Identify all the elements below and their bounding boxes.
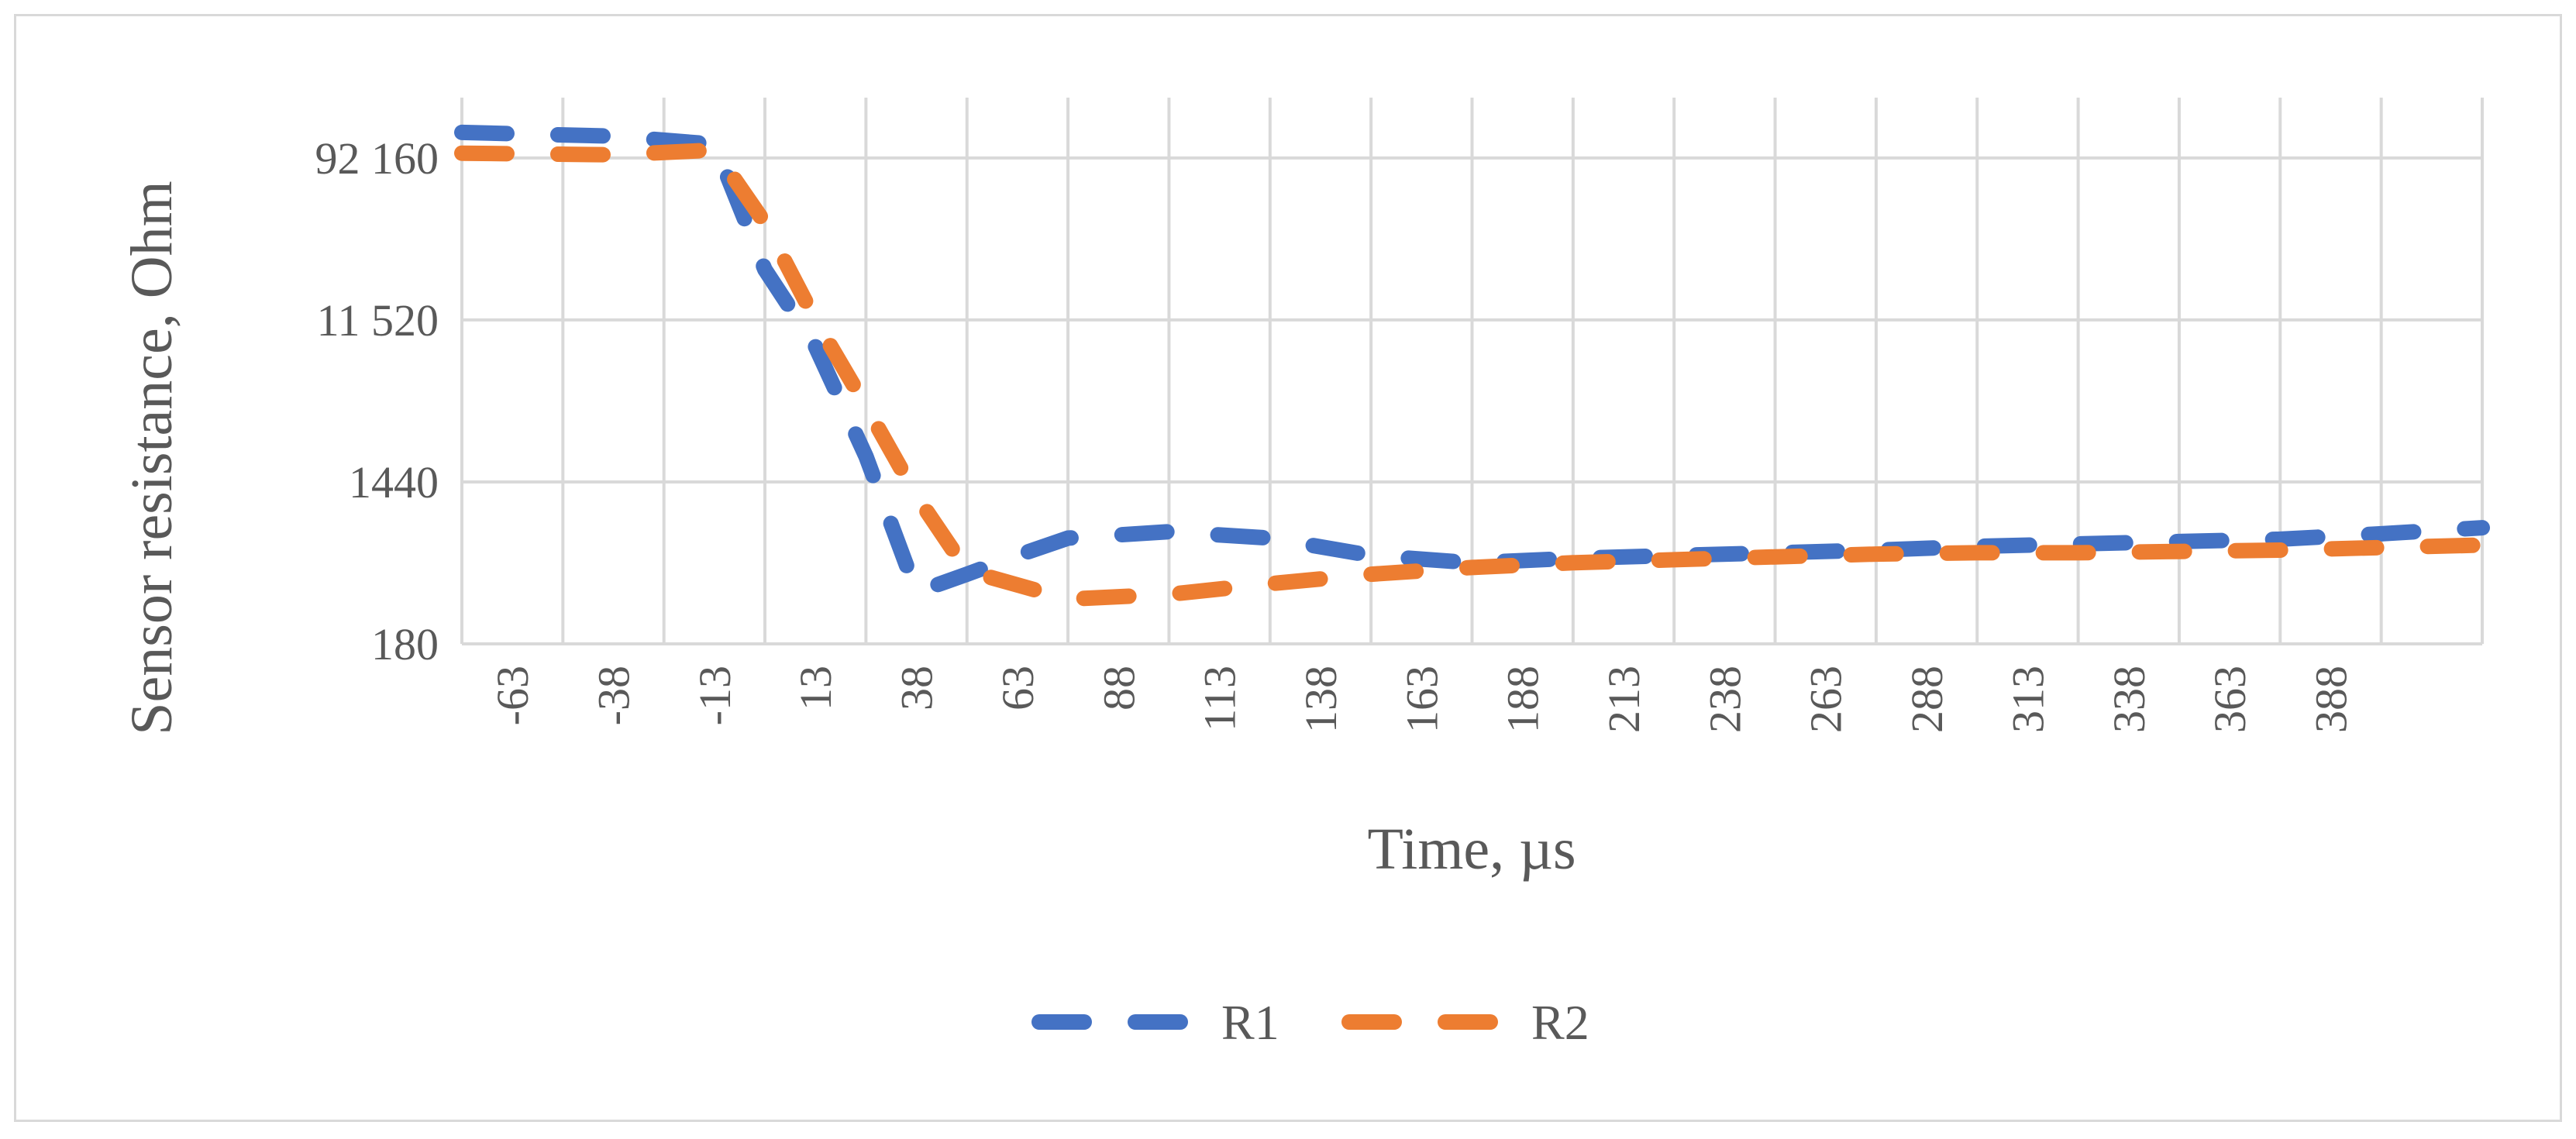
- x-tick-label: 188: [1498, 666, 1548, 733]
- x-tick-label: 388: [2306, 666, 2356, 733]
- y-tick-label: 11 520: [317, 295, 439, 346]
- legend-item-r2: R2: [1341, 995, 1589, 1050]
- x-tick-label: 263: [1801, 666, 1851, 733]
- x-tick-label: 313: [2003, 666, 2053, 733]
- x-tick-label: 88: [1093, 666, 1144, 711]
- x-tick-label: 163: [1396, 666, 1447, 733]
- x-tick-label: 63: [993, 666, 1043, 711]
- legend-label-r2: R2: [1531, 995, 1589, 1050]
- x-tick-label: 238: [1700, 666, 1750, 733]
- x-tick-label: -38: [589, 666, 639, 725]
- x-tick-label: 338: [2104, 666, 2154, 733]
- x-tick-label: -13: [690, 666, 740, 725]
- legend-label-r1: R1: [1221, 995, 1279, 1050]
- x-tick-label: 138: [1296, 666, 1346, 733]
- y-tick-label: 92 160: [315, 133, 439, 184]
- y-axis-ticks: 180 1440 11 520 92 160: [315, 133, 439, 669]
- y-tick-label: 180: [371, 619, 439, 669]
- x-tick-label: 213: [1599, 666, 1649, 733]
- series-line-r1: [454, 124, 2490, 600]
- series-line-r2: [454, 142, 2490, 607]
- x-tick-label: 363: [2205, 666, 2255, 733]
- line-chart: 180 1440 11 520 92 160 -63 -38 -13 13 38 63 88 113…: [119, 98, 2490, 1050]
- x-tick-label: 13: [790, 666, 841, 711]
- legend-item-r1: R1: [1031, 995, 1279, 1050]
- legend: R1 R2: [1031, 995, 1589, 1050]
- x-tick-label: 38: [892, 666, 942, 711]
- y-axis-title: Sensor resistance, Ohm: [119, 181, 184, 735]
- y-tick-label: 1440: [349, 457, 439, 508]
- x-tick-label: 288: [1902, 666, 1952, 733]
- x-tick-label: -63: [487, 666, 538, 725]
- x-axis-ticks: -63 -38 -13 13 38 63 88 113 138 163 188 213 238 263 28…: [487, 666, 2356, 733]
- chart-frame: 180 1440 11 520 92 160 -63 -38 -13 13 38 63 88 113…: [14, 14, 2562, 1122]
- x-tick-label: 113: [1195, 666, 1245, 731]
- x-axis-title: Time, µs: [1367, 817, 1576, 882]
- series: [454, 124, 2490, 607]
